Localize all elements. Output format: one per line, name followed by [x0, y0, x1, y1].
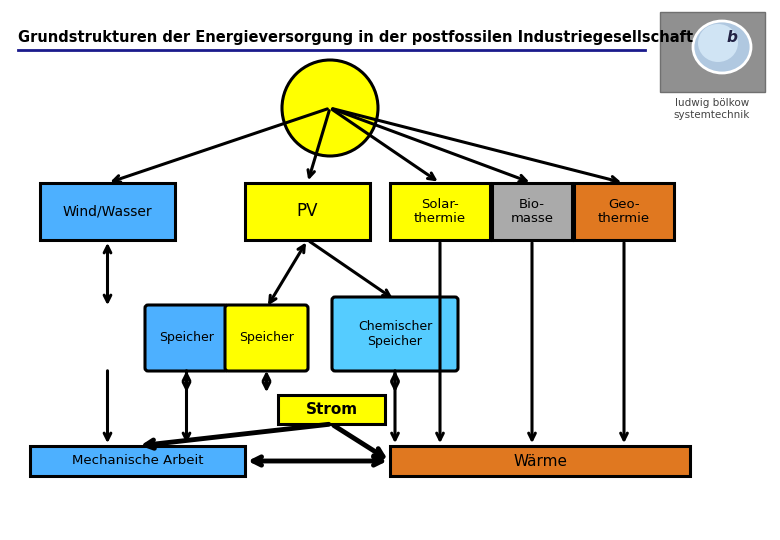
Text: systemtechnik: systemtechnik	[674, 110, 750, 120]
Bar	[278, 395, 385, 424]
Bar	[574, 183, 674, 240]
Bar	[390, 446, 690, 476]
Text: PV: PV	[296, 202, 318, 220]
Text: Wind/Wasser: Wind/Wasser	[62, 205, 152, 219]
Text: ludwig bölkow: ludwig bölkow	[675, 98, 749, 108]
Bar	[660, 12, 765, 92]
Bar	[245, 183, 370, 240]
Bar	[30, 446, 245, 476]
FancyBboxPatch shape	[225, 305, 308, 371]
Ellipse shape	[693, 21, 751, 73]
Text: Geo-
thermie: Geo- thermie	[598, 198, 650, 226]
Text: Grundstrukturen der Energieversorgung in der postfossilen Industriegesellschaft: Grundstrukturen der Energieversorgung in…	[18, 30, 693, 45]
Ellipse shape	[698, 24, 738, 62]
FancyBboxPatch shape	[332, 297, 458, 371]
Text: Wärme: Wärme	[513, 454, 567, 469]
Text: Speicher: Speicher	[239, 332, 294, 345]
Text: Strom: Strom	[306, 402, 357, 417]
Text: Speicher: Speicher	[159, 332, 214, 345]
Text: Chemischer
Speicher: Chemischer Speicher	[358, 320, 432, 348]
Text: Bio-
masse: Bio- masse	[510, 198, 554, 226]
Text: b: b	[726, 30, 737, 45]
Ellipse shape	[282, 60, 378, 156]
Bar	[390, 183, 490, 240]
Bar	[40, 183, 175, 240]
Text: Solar-
thermie: Solar- thermie	[414, 198, 466, 226]
Text: Mechanische Arbeit: Mechanische Arbeit	[72, 455, 204, 468]
Bar	[492, 183, 572, 240]
FancyBboxPatch shape	[145, 305, 228, 371]
